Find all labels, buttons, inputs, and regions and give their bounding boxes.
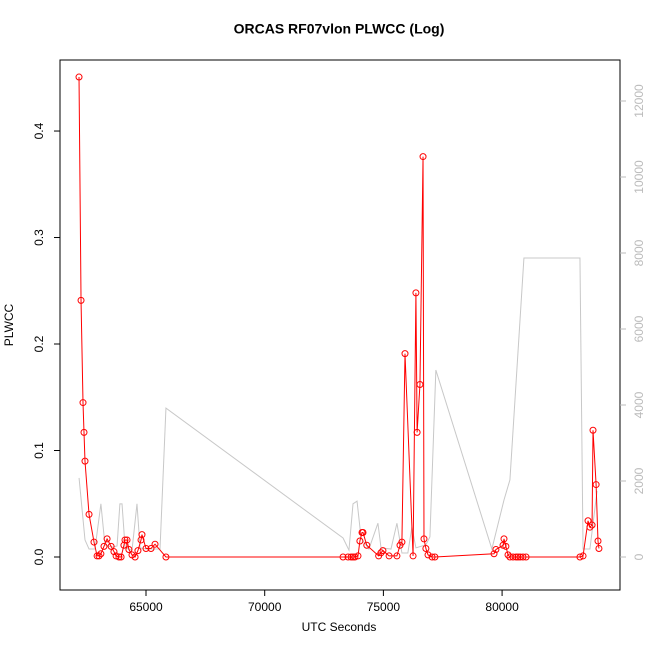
data-point — [416, 380, 424, 388]
data-point — [492, 546, 500, 554]
data-point — [93, 552, 101, 560]
data-point — [354, 552, 362, 560]
data-point — [428, 553, 436, 561]
plot-frame — [59, 59, 621, 591]
data-point — [121, 536, 129, 544]
y2-tick-label: 8000 — [632, 239, 646, 266]
data-point — [75, 73, 83, 81]
data-point — [142, 544, 150, 552]
y-tick-label: 0.2 — [32, 335, 46, 352]
data-point — [349, 553, 357, 561]
data-point — [85, 510, 93, 518]
y2-tick-label: 0 — [632, 553, 646, 560]
data-point — [363, 541, 371, 549]
data-point — [359, 528, 367, 536]
chart-title: ORCAS RF07vlon PLWCC (Log) — [234, 21, 445, 37]
data-point — [594, 537, 602, 545]
data-point — [420, 535, 428, 543]
data-point — [413, 428, 421, 436]
data-point — [588, 521, 596, 529]
data-point — [514, 553, 522, 561]
data-point — [115, 553, 123, 561]
data-point — [490, 550, 498, 558]
data-point — [576, 553, 584, 561]
data-point — [393, 552, 401, 560]
data-point — [351, 553, 359, 561]
data-point — [595, 544, 603, 552]
data-point — [409, 552, 417, 560]
data-point — [95, 552, 103, 560]
data-point — [347, 553, 355, 561]
data-point — [377, 549, 385, 557]
data-point — [512, 553, 520, 561]
data-point — [97, 550, 105, 558]
data-point — [509, 553, 517, 561]
data-point — [162, 553, 170, 561]
data-point — [123, 536, 131, 544]
data-point — [589, 426, 597, 434]
y2-tick-label: 4000 — [632, 391, 646, 418]
data-point — [344, 553, 352, 561]
x-tick-label: 65000 — [129, 600, 163, 614]
data-point — [147, 544, 155, 552]
x-axis-label: UTC Seconds — [302, 620, 377, 634]
y-tick-label: 0.3 — [32, 229, 46, 246]
data-point — [431, 553, 439, 561]
data-point — [81, 457, 89, 465]
data-point — [134, 547, 142, 555]
data-point — [592, 481, 600, 489]
y-tick-label: 0.4 — [32, 122, 46, 139]
data-point — [125, 546, 133, 554]
data-point — [100, 542, 108, 550]
y-axis-label: PLWCC — [2, 303, 16, 346]
x-tick-label: 80000 — [485, 600, 519, 614]
data-point — [401, 350, 409, 358]
data-point — [586, 523, 594, 531]
data-point — [79, 399, 87, 407]
data-point — [107, 542, 115, 550]
data-point — [120, 541, 128, 549]
y2-tick-label: 12000 — [632, 84, 646, 118]
data-point — [110, 548, 118, 556]
data-point — [385, 552, 393, 560]
x-tick-label: 75000 — [367, 600, 401, 614]
y2-tick-label: 6000 — [632, 315, 646, 342]
data-point — [339, 553, 347, 561]
x-tick-label: 70000 — [248, 600, 282, 614]
data-point — [522, 553, 530, 561]
data-point — [90, 538, 98, 546]
data-point — [584, 517, 592, 525]
data-point — [419, 153, 427, 161]
y2-tick-label: 10000 — [632, 160, 646, 194]
data-point — [500, 535, 508, 543]
data-point — [137, 536, 145, 544]
data-point — [519, 553, 527, 561]
data-point — [502, 542, 510, 550]
data-point — [103, 535, 111, 543]
data-point — [579, 552, 587, 560]
data-point — [131, 553, 139, 561]
series-line — [78, 257, 598, 554]
data-point — [379, 547, 387, 555]
data-point — [77, 296, 85, 304]
data-point — [138, 531, 146, 539]
data-point — [80, 428, 88, 436]
data-point — [356, 537, 364, 545]
data-point — [398, 538, 406, 546]
data-point — [412, 289, 420, 297]
data-point — [424, 551, 432, 559]
y2-tick-label: 2000 — [632, 467, 646, 494]
y-tick-label: 0.0 — [32, 548, 46, 565]
data-point — [422, 544, 430, 552]
data-point — [151, 540, 159, 548]
data-point — [117, 553, 125, 561]
y-tick-label: 0.1 — [32, 442, 46, 459]
